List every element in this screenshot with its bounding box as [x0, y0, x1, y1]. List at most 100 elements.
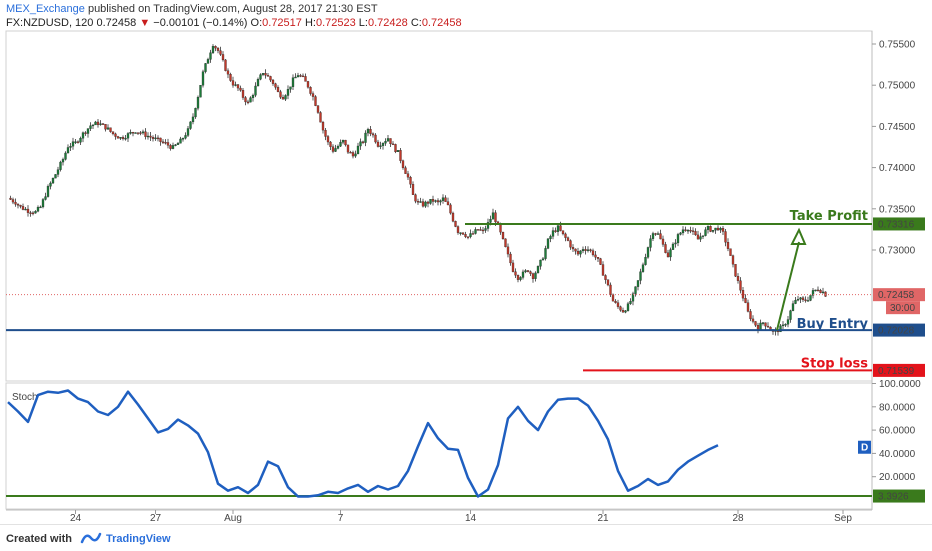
candle-down [724, 231, 727, 243]
candle-down [614, 300, 617, 303]
candle-down [344, 139, 347, 146]
candle-down [569, 240, 572, 248]
candle-down [111, 131, 115, 135]
candle-up [524, 270, 527, 273]
candle-down [529, 271, 532, 274]
candle-up [186, 128, 190, 136]
candle-down [446, 201, 450, 206]
candle-down [351, 152, 355, 157]
candle-up [179, 138, 182, 144]
candle-up [51, 177, 55, 184]
candle-down [481, 229, 485, 232]
candle-down [246, 101, 250, 104]
candle-down [84, 132, 87, 134]
candle-up [699, 236, 702, 240]
candle-up [199, 85, 202, 98]
candle-down [19, 204, 22, 207]
candle-up [254, 85, 257, 96]
current-price-badge: 0.72458 30:00 [873, 288, 925, 315]
candle-down [236, 84, 240, 89]
candle-up [796, 299, 800, 301]
candle-down [269, 76, 272, 81]
candle-up [814, 289, 817, 292]
candle-down [349, 152, 352, 154]
candle-down [554, 230, 557, 232]
candle-down [461, 232, 465, 235]
candle-down [166, 142, 170, 146]
candle-up [66, 147, 70, 154]
candle-down [391, 143, 395, 146]
candle-down [164, 142, 167, 144]
candle-up [201, 71, 205, 86]
candle-down [561, 230, 565, 235]
candle-up [251, 95, 255, 98]
candle-up [789, 310, 792, 320]
candle-down [696, 234, 700, 240]
candle-down [691, 230, 695, 232]
candle-down [559, 225, 562, 231]
candle-down [736, 276, 740, 281]
candle-up [551, 230, 555, 237]
candle-down [574, 248, 577, 252]
candle-up [354, 153, 357, 157]
chart-area[interactable]: 0.75500 0.75000 0.74500 0.74000 0.73500 0.730… [0, 0, 932, 524]
price-tick-label: 0.73500 [879, 204, 916, 215]
candle-up [154, 137, 157, 140]
price-axis[interactable]: 0.75500 0.75000 0.74500 0.74000 0.73500 0.730… [872, 40, 916, 257]
candle-down [594, 254, 597, 258]
candle-down [801, 297, 805, 300]
candle-down [444, 197, 447, 202]
candle-up [786, 319, 790, 325]
stoch-tick-label: 100.0000 [879, 379, 921, 390]
candle-up [61, 159, 65, 163]
candle-down [169, 145, 172, 149]
candle-up [94, 121, 97, 126]
candle-down [346, 144, 350, 153]
tradingview-brand-link[interactable]: TradingView [106, 533, 171, 545]
symbol-label: FX:NZDUSD, 120 [6, 17, 94, 29]
buy-entry-label[interactable]: Buy Entry [797, 317, 869, 332]
candle-down [659, 233, 662, 240]
stoch-d-badge-text: D [861, 443, 868, 454]
candle-down [114, 133, 117, 137]
candle-up [799, 297, 802, 300]
candle-up [669, 249, 672, 258]
candle-down [664, 244, 667, 253]
candle-down [609, 284, 612, 295]
time-tick-label: 21 [597, 513, 609, 524]
candle-down [306, 81, 310, 88]
price-change: −0.00101 (−0.14%) [153, 17, 248, 29]
projection-arrow[interactable] [776, 227, 807, 331]
time-axis[interactable]: 24 27 Aug 7 14 21 28 Sep [70, 510, 852, 524]
candle-down [734, 264, 737, 277]
candle-down [274, 83, 277, 88]
candle-down [219, 50, 222, 55]
take-profit-label[interactable]: Take Profit [790, 209, 868, 224]
candle-up [791, 303, 795, 311]
publisher-username[interactable]: MEX_Exchange [6, 3, 85, 15]
stoch-d-badge[interactable]: D [858, 440, 871, 454]
candle-up [671, 243, 675, 250]
stop-loss-label[interactable]: Stop loss [801, 356, 868, 371]
take-profit-badge: 0.73316 [873, 217, 925, 231]
candle-down [116, 136, 120, 139]
candle-down [314, 96, 317, 106]
candle-down [709, 226, 712, 232]
candle-up [206, 59, 210, 64]
close-value: 0.72458 [421, 17, 462, 29]
price-tick-label: 0.75000 [879, 81, 916, 92]
candle-down [471, 233, 475, 235]
candle-up [54, 174, 57, 179]
candle-up [686, 229, 690, 232]
candle-up [624, 310, 627, 313]
candle-down [276, 87, 280, 92]
candle-down [324, 129, 327, 137]
candle-down [101, 123, 105, 125]
candle-up [541, 258, 545, 261]
candle-up [761, 322, 765, 324]
candle-up [296, 75, 300, 78]
time-tick-label: 14 [465, 513, 477, 524]
candle-up [419, 201, 422, 203]
candle-up [639, 271, 642, 281]
stoch-axis[interactable]: 100.0000 80.0000 60.0000 40.0000 20.0000 [872, 379, 921, 483]
